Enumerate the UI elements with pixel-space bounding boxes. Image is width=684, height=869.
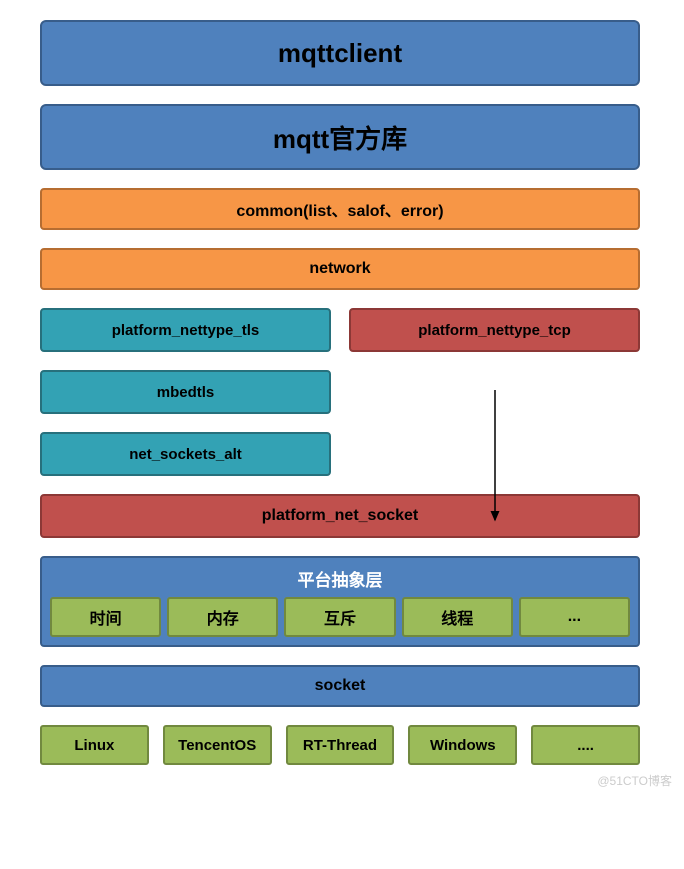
layer-platform-nettype-tls: platform_nettype_tls — [40, 308, 331, 352]
layer-socket: socket — [40, 665, 640, 707]
layer-mbedtls: mbedtls — [40, 370, 331, 414]
layer-network: network — [40, 248, 640, 290]
layer-platform-nettype-tcp: platform_nettype_tcp — [349, 308, 640, 352]
platform-item: 线程 — [402, 597, 513, 637]
os-item: TencentOS — [163, 725, 272, 765]
platform-item: 互斥 — [284, 597, 395, 637]
os-row: Linux TencentOS RT-Thread Windows.... — [40, 725, 640, 765]
layer-net-sockets-alt: net_sockets_alt — [40, 432, 331, 476]
layer-platform-abstraction: 平台抽象层 时间内存互斥线程... — [40, 556, 640, 647]
watermark: @51CTO博客 — [597, 772, 672, 789]
layer-mqtt-official-lib: mqtt官方库 — [40, 104, 640, 170]
layer-mqttclient: mqttclient — [40, 20, 640, 86]
layer-platform-net-socket: platform_net_socket — [40, 494, 640, 538]
os-item: RT-Thread — [286, 725, 395, 765]
platform-title: 平台抽象层 — [50, 566, 630, 591]
os-item: Windows — [408, 725, 517, 765]
platform-item: 内存 — [167, 597, 278, 637]
os-item: Linux — [40, 725, 149, 765]
layer-common: common(list、salof、error) — [40, 188, 640, 230]
platform-item: ... — [519, 597, 630, 637]
platform-item: 时间 — [50, 597, 161, 637]
os-item: .... — [531, 725, 640, 765]
